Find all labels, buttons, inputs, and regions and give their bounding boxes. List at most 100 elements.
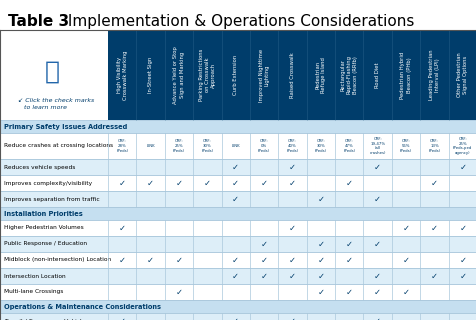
Text: CRF:
0%
(Peds): CRF: 0% (Peds) [258, 140, 269, 153]
Text: Transit / Emergency Vehicles: Transit / Emergency Vehicles [4, 318, 89, 320]
Text: ✓: ✓ [288, 223, 296, 233]
Text: ✓: ✓ [147, 179, 154, 188]
Text: ✓: ✓ [458, 271, 466, 281]
Text: Pedestrian Hybrid
Beacon (PHb): Pedestrian Hybrid Beacon (PHb) [399, 52, 411, 99]
Text: ✓: ✓ [373, 195, 380, 204]
Text: Intersection Location: Intersection Location [4, 274, 66, 278]
Text: LINK: LINK [231, 144, 239, 148]
Text: Primary Safety Issues Addressed: Primary Safety Issues Addressed [4, 124, 127, 130]
Text: 👤: 👤 [44, 60, 60, 84]
Text: High Visibility
Crosswalk Marking: High Visibility Crosswalk Marking [116, 50, 128, 100]
Text: Road Diet: Road Diet [374, 62, 379, 88]
Bar [0, 268, 476, 284]
Text: ✓: ✓ [232, 179, 239, 188]
Text: ✓: ✓ [232, 271, 239, 281]
Text: ✓: ✓ [345, 255, 352, 265]
Text: CRF:
30%
(Peds): CRF: 30% (Peds) [201, 140, 213, 153]
Bar [0, 30, 476, 120]
Text: ✓: ✓ [317, 239, 324, 249]
Text: ✓: ✓ [373, 271, 380, 281]
Text: Advance Yield or Stop
Sign and Marking: Advance Yield or Stop Sign and Marking [173, 46, 184, 104]
Text: ✓: ✓ [317, 195, 324, 204]
Bar [0, 236, 476, 252]
Text: ✓: ✓ [119, 316, 126, 320]
Text: ✓: ✓ [317, 287, 324, 297]
Text: In-Street Sign: In-Street Sign [148, 57, 153, 93]
Text: Public Response / Education: Public Response / Education [4, 242, 87, 246]
Text: Operations & Maintenance Considerations: Operations & Maintenance Considerations [4, 303, 161, 309]
Text: ✓: ✓ [119, 179, 126, 188]
Text: Improves separation from traffic: Improves separation from traffic [4, 196, 99, 202]
Bar [0, 30, 108, 120]
Text: Installation Priorities: Installation Priorities [4, 211, 82, 217]
Bar [0, 313, 476, 320]
Text: ✓: ✓ [458, 223, 466, 233]
Bar [0, 191, 476, 207]
Text: CRF:
25%
(Peds): CRF: 25% (Peds) [172, 140, 185, 153]
Text: CRF:
25%
(Peds-ped
agency): CRF: 25% (Peds-ped agency) [452, 137, 472, 155]
Text: ✓: ✓ [345, 239, 352, 249]
Bar [0, 120, 476, 133]
Text: Reduces vehicle speeds: Reduces vehicle speeds [4, 164, 75, 170]
Bar [0, 133, 476, 159]
Text: ✓: ✓ [373, 163, 380, 172]
Text: ✓: ✓ [175, 287, 182, 297]
Text: ✓: ✓ [458, 255, 466, 265]
Text: ✓: ✓ [119, 223, 126, 233]
Bar [0, 207, 476, 220]
Text: ✓: ✓ [288, 316, 296, 320]
Text: CRF:
19-47%
(all
crashes): CRF: 19-47% (all crashes) [368, 137, 385, 155]
Text: Midblock (non-intersection) Location: Midblock (non-intersection) Location [4, 258, 111, 262]
Text: CRF:
40%
(Peds): CRF: 40% (Peds) [286, 140, 298, 153]
Text: Table 3: Table 3 [8, 14, 69, 29]
Text: CRF:
47%
(Peds): CRF: 47% (Peds) [343, 140, 355, 153]
Bar [0, 252, 476, 268]
Text: ✓: ✓ [260, 255, 267, 265]
Text: Multi-lane Crossings: Multi-lane Crossings [4, 290, 63, 294]
Text: Pedestrian
Refuge Island: Pedestrian Refuge Island [315, 57, 326, 93]
Text: Implementation & Operations Considerations: Implementation & Operations Consideratio… [63, 14, 414, 29]
Text: ✓: ✓ [260, 239, 267, 249]
Text: ✓: ✓ [373, 239, 380, 249]
Text: Leading Pedestrian
Interval (LPI): Leading Pedestrian Interval (LPI) [428, 50, 439, 100]
Text: ✓: ✓ [345, 287, 352, 297]
Text: ✓: ✓ [232, 163, 239, 172]
Text: CRF:
28%
(Peds): CRF: 28% (Peds) [116, 140, 128, 153]
Text: Raised Crosswalk: Raised Crosswalk [289, 52, 294, 98]
Text: CRF:
56%
(Peds): CRF: 56% (Peds) [399, 140, 411, 153]
Text: ✓: ✓ [402, 223, 409, 233]
Text: ✓: ✓ [288, 163, 296, 172]
Bar [0, 300, 476, 313]
Text: ✓: ✓ [458, 163, 466, 172]
Text: ✓: ✓ [147, 255, 154, 265]
Text: ✓: ✓ [232, 195, 239, 204]
Text: ↙ Click the check marks
   to learn more: ↙ Click the check marks to learn more [18, 98, 94, 110]
Text: ✓: ✓ [288, 271, 296, 281]
Text: LINK: LINK [146, 144, 155, 148]
Bar [0, 159, 476, 175]
Text: ✓: ✓ [317, 255, 324, 265]
Text: Curb Extension: Curb Extension [233, 55, 238, 95]
Text: Other Pedestrian
Signal Options: Other Pedestrian Signal Options [456, 52, 467, 97]
Text: Rectangular
Rapid-Flashing
Beacon (RRfb): Rectangular Rapid-Flashing Beacon (RRfb) [340, 55, 357, 94]
Text: ✓: ✓ [430, 223, 437, 233]
Text: ✓: ✓ [373, 287, 380, 297]
Text: ✓: ✓ [430, 179, 437, 188]
Text: ✓: ✓ [175, 255, 182, 265]
Text: ✓: ✓ [317, 271, 324, 281]
Text: ✓: ✓ [345, 179, 352, 188]
Text: Higher Pedestrian Volumes: Higher Pedestrian Volumes [4, 226, 84, 230]
Text: ✓: ✓ [260, 271, 267, 281]
Text: ✓: ✓ [175, 179, 182, 188]
Text: ✓: ✓ [402, 287, 409, 297]
Text: ✓: ✓ [402, 255, 409, 265]
Text: ✓: ✓ [288, 255, 296, 265]
Bar [0, 284, 476, 300]
Bar [0, 220, 476, 236]
Text: ✓: ✓ [119, 255, 126, 265]
Text: Improves complexity/visibility: Improves complexity/visibility [4, 180, 92, 186]
Text: ✓: ✓ [203, 179, 210, 188]
Text: CRF:
13%
(Peds): CRF: 13% (Peds) [427, 140, 439, 153]
Text: ✓: ✓ [260, 179, 267, 188]
Text: Parking Restrictions
on Crosswalk
Approach: Parking Restrictions on Crosswalk Approa… [198, 49, 216, 101]
